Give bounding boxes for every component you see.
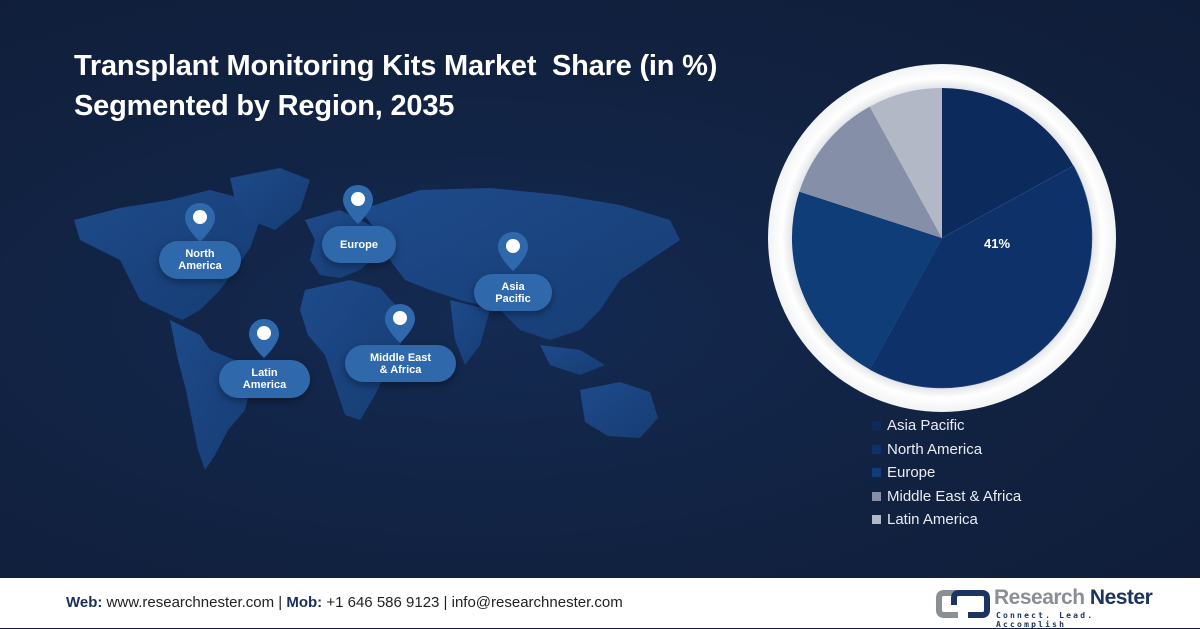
title-line-1: Transplant Monitoring Kits Market Share … xyxy=(74,50,718,82)
india-shape xyxy=(450,300,490,365)
footer: Web: www.researchnester.com | Mob: +1 64… xyxy=(0,578,1200,629)
legend-swatch xyxy=(872,468,881,478)
legend-item-north-america[interactable]: North America xyxy=(872,438,1021,462)
legend-swatch xyxy=(872,421,881,431)
legend-swatch xyxy=(872,515,881,525)
pie-slice-asia-pacific[interactable] xyxy=(942,88,1074,238)
latin-america-pin-icon[interactable] xyxy=(247,318,281,360)
infographic-canvas: Transplant Monitoring Kits Market Share … xyxy=(0,0,1200,578)
contact-info: Web: www.researchnester.com | Mob: +1 64… xyxy=(66,594,623,611)
chart-legend: Asia Pacific North America Europe Middle… xyxy=(872,414,1021,532)
chart-title: Transplant Monitoring Kits Market Share … xyxy=(74,46,717,126)
phone-email[interactable]: +1 646 586 9123 | info@researchnester.co… xyxy=(322,594,623,611)
pie-slice-europe[interactable] xyxy=(791,191,942,370)
south-america-shape xyxy=(170,320,252,470)
europe-pin-icon[interactable] xyxy=(341,184,375,226)
north-america-label[interactable]: North America xyxy=(159,241,241,279)
research-nester-logo[interactable]: Research Nester Connect. Lead. Accomplis… xyxy=(936,586,1156,629)
latin-america-label[interactable]: Latin America xyxy=(219,360,310,398)
pie-slice-middle-east-africa[interactable] xyxy=(799,106,942,238)
middle-east-africa-label[interactable]: Middle East & Africa xyxy=(345,345,456,382)
legend-item-asia-pacific[interactable]: Asia Pacific xyxy=(872,414,1021,438)
pie-chart xyxy=(768,64,1116,412)
north-america-pin-icon[interactable] xyxy=(183,202,217,244)
pie-slice-latin-america[interactable] xyxy=(869,88,942,238)
australia-shape xyxy=(580,382,658,438)
se-asia-shape xyxy=(540,345,605,375)
asia-shape xyxy=(360,188,680,340)
logo-mark-icon xyxy=(936,590,990,618)
legend-item-middle-east-africa[interactable]: Middle East & Africa xyxy=(872,485,1021,509)
middle-east-africa-pin-icon[interactable] xyxy=(383,303,417,345)
asia-pacific-label[interactable]: Asia Pacific xyxy=(474,274,552,311)
legend-swatch xyxy=(872,491,881,501)
legend-item-europe[interactable]: Europe xyxy=(872,461,1021,485)
legend-item-latin-america[interactable]: Latin America xyxy=(872,508,1021,532)
europe-label[interactable]: Europe xyxy=(322,226,396,263)
greenland-shape xyxy=(230,168,310,230)
asia-pacific-pin-icon[interactable] xyxy=(496,231,530,273)
website-link[interactable]: www.researchnester.com | xyxy=(102,594,287,611)
legend-swatch xyxy=(872,444,881,454)
pie-data-label-north-america: 41% xyxy=(984,236,1011,251)
title-line-2: Segmented by Region, 2035 xyxy=(74,90,455,122)
pie-slice-north-america[interactable] xyxy=(869,165,1093,389)
